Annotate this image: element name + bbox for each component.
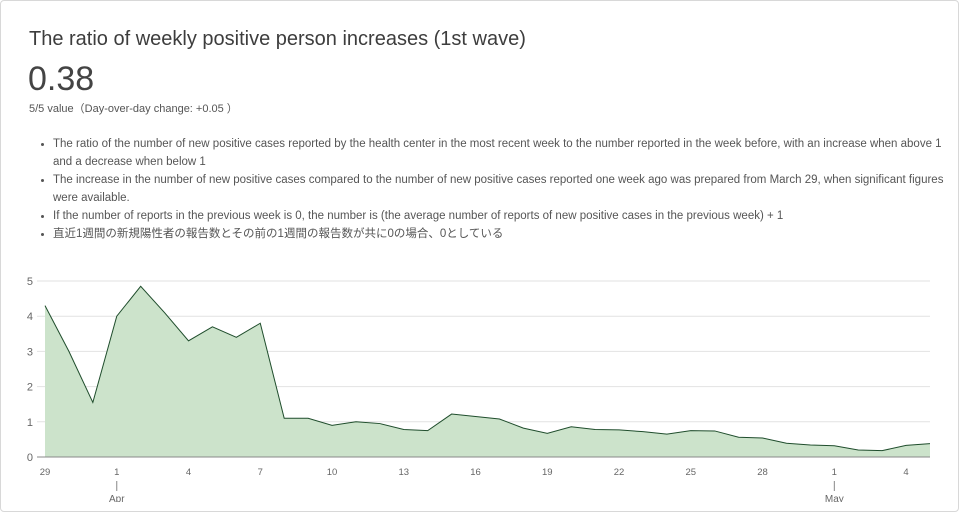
x-tick-label: 25 (686, 467, 697, 478)
month-label: May (825, 494, 844, 502)
data-point (211, 325, 214, 328)
data-point (474, 415, 477, 418)
data-point (498, 417, 501, 420)
data-point (450, 413, 453, 416)
x-tick-label: 29 (40, 467, 51, 478)
x-tick-label: 28 (757, 467, 768, 478)
data-point (737, 436, 740, 439)
chart-title: The ratio of weekly positive person incr… (29, 28, 526, 50)
data-point (689, 429, 692, 432)
x-tick-label: 1 (832, 467, 837, 478)
data-point (618, 428, 621, 431)
y-tick-label: 0 (27, 452, 33, 464)
y-tick-label: 1 (27, 417, 33, 429)
data-point (67, 350, 70, 353)
y-tick-label: 5 (27, 276, 33, 288)
data-point (570, 425, 573, 428)
data-point (857, 448, 860, 451)
data-point (91, 401, 94, 404)
y-tick-label: 3 (27, 346, 33, 358)
data-point (235, 336, 238, 339)
data-point (713, 429, 716, 432)
data-point (187, 339, 190, 342)
x-tick-label: 13 (398, 467, 409, 478)
data-point (354, 420, 357, 423)
y-tick-label: 2 (27, 382, 33, 394)
value-date-change: 5/5 value（Day-over-day change: +0.05 ） (29, 103, 238, 115)
series-area (45, 286, 930, 457)
data-point (809, 444, 812, 447)
y-tick-label: 4 (27, 311, 33, 323)
data-point (259, 322, 262, 325)
notes-list: The ratio of the number of new positive … (37, 135, 953, 243)
x-tick-label: 22 (614, 467, 625, 478)
note-item: If the number of reports in the previous… (53, 207, 953, 225)
data-point (44, 304, 47, 307)
data-point (594, 428, 597, 431)
data-point (283, 417, 286, 420)
note-item: The increase in the number of new positi… (53, 171, 953, 207)
month-label: Apr (109, 494, 125, 502)
series-line (44, 285, 931, 452)
note-item: 直近1週間の新規陽性者の報告数とその前の1週間の報告数が共に0の場合、0としてい… (53, 225, 953, 243)
x-tick-label: 7 (258, 467, 263, 478)
data-point (881, 449, 884, 452)
data-point (665, 433, 668, 436)
data-point (785, 442, 788, 445)
note-item: The ratio of the number of new positive … (53, 135, 953, 171)
x-tick-label: 4 (186, 467, 191, 478)
current-value: 0.38 (28, 60, 95, 98)
x-tick-label: 16 (470, 467, 481, 478)
x-tick-label: 19 (542, 467, 553, 478)
data-point (402, 428, 405, 431)
data-point (546, 432, 549, 435)
data-point (929, 442, 932, 445)
data-point (833, 444, 836, 447)
data-point (331, 424, 334, 427)
data-point (378, 422, 381, 425)
x-tick-label: 1 (114, 467, 119, 478)
data-point (139, 285, 142, 288)
x-tick-label: 10 (327, 467, 338, 478)
data-point (761, 436, 764, 439)
data-point (163, 311, 166, 314)
data-point (115, 315, 118, 318)
data-point (522, 427, 525, 430)
data-point (307, 417, 310, 420)
area-chart: 0 1 2 3 4 5 29 1 4 7 10 13 16 19 22 25 28 1 4 Apr May (27, 276, 932, 502)
data-point (426, 429, 429, 432)
x-tick-label: 4 (903, 467, 908, 478)
data-point (641, 430, 644, 433)
data-point (905, 444, 908, 447)
